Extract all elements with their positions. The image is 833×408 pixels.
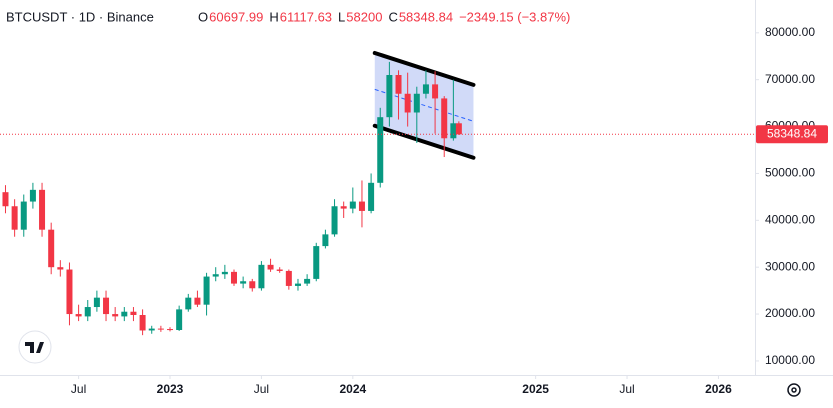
candle-body [331, 206, 338, 235]
candle-body [75, 314, 82, 317]
candle-body [148, 328, 155, 331]
x-tick-label: 2023 [157, 382, 184, 396]
candle-body [422, 84, 429, 94]
candle-body [249, 281, 256, 289]
candle-body [349, 201, 356, 209]
y-tick-label: 50000.00 [765, 166, 815, 180]
candle-body [358, 201, 365, 211]
candle-body [395, 75, 402, 94]
candle-body [285, 270, 292, 286]
candle-body [29, 189, 36, 202]
candle-body [276, 269, 283, 271]
ohlc-label: C [388, 9, 397, 24]
candle-body [20, 201, 27, 230]
candle-body [112, 314, 119, 317]
price-label-bg [756, 125, 828, 144]
candle-body [157, 328, 164, 330]
channel-line [372, 50, 476, 87]
candle-body [167, 329, 174, 331]
candle-body [66, 269, 73, 315]
candle-body [240, 281, 247, 284]
candle-body [267, 264, 274, 270]
candle-body [93, 297, 100, 308]
candle-body [294, 283, 301, 286]
candle-body [230, 271, 237, 284]
y-tick-label: 20000.00 [765, 306, 815, 320]
x-tick-label: 2025 [522, 382, 549, 396]
candle-body [103, 297, 110, 315]
candle-body [2, 192, 9, 207]
x-tick-label: Jul [254, 382, 269, 396]
candle-body [176, 309, 183, 330]
ohlc-value: 61117.63 [280, 9, 332, 24]
settings-icon[interactable] [787, 383, 801, 397]
candle-body [404, 93, 411, 113]
candle-body [139, 315, 146, 331]
symbol: BTCUSDT · 1D · Binance [6, 9, 154, 24]
tv-logo [18, 330, 52, 364]
candle-body [185, 297, 192, 310]
candle-body [304, 278, 311, 284]
candle-body [48, 229, 55, 268]
x-tick-label: 2026 [705, 382, 732, 396]
candle-body [386, 75, 393, 118]
channel-line [372, 123, 476, 160]
candle-body [322, 234, 329, 247]
ohlc-label: H [269, 9, 278, 24]
change: −2349.15 (−3.87%) [459, 9, 570, 24]
candle-body [313, 246, 320, 279]
candle-body [84, 307, 91, 317]
candle-body [450, 123, 457, 139]
candle-body [130, 311, 137, 315]
candle-body [368, 182, 375, 211]
candle-body [212, 274, 219, 277]
price-label: 58348.84 [767, 126, 817, 140]
candle-body [413, 93, 420, 113]
y-tick-label: 80000.00 [765, 25, 815, 39]
header: BTCUSDT · 1D · Binance O 60697.99 H 61117.6… [6, 9, 570, 24]
ohlc-label: O [198, 9, 208, 24]
y-tick-label: 30000.00 [765, 259, 815, 273]
candle-body [377, 117, 384, 183]
candle-body [194, 297, 201, 305]
candle-body [39, 189, 46, 230]
candle-body [432, 84, 439, 99]
x-tick-label: 2024 [339, 382, 366, 396]
candle-body [455, 123, 462, 135]
candle-body [203, 276, 210, 305]
candle-body [258, 264, 265, 289]
candle-body [441, 98, 448, 139]
candle-body [57, 267, 64, 270]
x-tick-label: Jul [71, 382, 86, 396]
ohlc-value: 58200 [346, 9, 382, 24]
candle-body [11, 206, 18, 230]
candle-body [221, 271, 228, 275]
ohlc-value: 58348.84 [399, 9, 453, 24]
candle-body [340, 206, 347, 209]
y-tick-label: 70000.00 [765, 72, 815, 86]
y-tick-label: 40000.00 [765, 212, 815, 226]
x-tick-label: Jul [619, 382, 634, 396]
ohlc-label: L [338, 9, 345, 24]
y-tick-label: 10000.00 [765, 353, 815, 367]
ohlc-value: 60697.99 [209, 9, 263, 24]
candle-body [121, 311, 128, 317]
